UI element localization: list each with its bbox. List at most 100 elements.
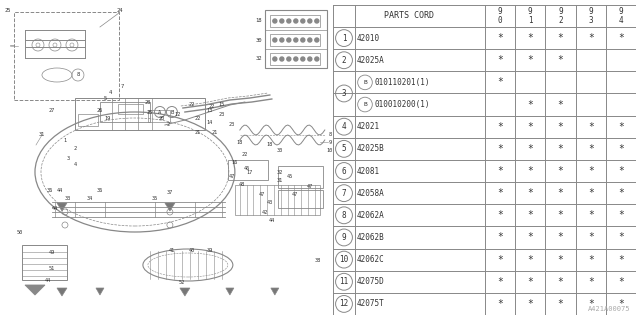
Text: 41: 41 bbox=[169, 247, 175, 252]
Text: *: * bbox=[497, 277, 503, 287]
Text: *: * bbox=[557, 255, 563, 265]
Text: 9
1: 9 1 bbox=[528, 7, 532, 25]
Text: 9: 9 bbox=[328, 140, 332, 145]
Text: *: * bbox=[557, 100, 563, 109]
Text: 42062A: 42062A bbox=[357, 211, 385, 220]
Text: 11: 11 bbox=[339, 277, 349, 286]
Text: *: * bbox=[618, 232, 624, 243]
Text: *: * bbox=[497, 77, 503, 87]
Text: 9
0: 9 0 bbox=[498, 7, 502, 25]
Text: 23: 23 bbox=[219, 113, 225, 117]
Text: *: * bbox=[588, 255, 594, 265]
Text: *: * bbox=[557, 144, 563, 154]
Text: 4: 4 bbox=[74, 163, 77, 167]
Bar bbox=[148, 110, 170, 122]
Text: 23: 23 bbox=[228, 123, 235, 127]
Circle shape bbox=[280, 38, 284, 42]
Text: 42025B: 42025B bbox=[357, 144, 385, 153]
Text: 33: 33 bbox=[65, 196, 71, 201]
Text: 47: 47 bbox=[259, 193, 265, 197]
Circle shape bbox=[287, 57, 291, 61]
Text: 5: 5 bbox=[103, 95, 107, 100]
Circle shape bbox=[315, 19, 319, 23]
Bar bbox=[278, 166, 323, 188]
Text: PARTS CORD: PARTS CORD bbox=[384, 12, 434, 20]
Text: 18: 18 bbox=[267, 142, 273, 148]
Circle shape bbox=[315, 38, 319, 42]
Text: 42062C: 42062C bbox=[357, 255, 385, 264]
Text: *: * bbox=[497, 299, 503, 309]
Circle shape bbox=[301, 19, 305, 23]
Bar bbox=[75, 98, 205, 130]
Text: 12: 12 bbox=[339, 300, 349, 308]
Text: *: * bbox=[588, 232, 594, 243]
Bar bbox=[100, 102, 150, 122]
Text: 42021: 42021 bbox=[357, 122, 380, 131]
Bar bbox=[22, 245, 67, 280]
Circle shape bbox=[301, 38, 305, 42]
Text: *: * bbox=[618, 255, 624, 265]
Polygon shape bbox=[180, 288, 190, 296]
Text: 42075D: 42075D bbox=[357, 277, 385, 286]
Text: *: * bbox=[497, 122, 503, 132]
Circle shape bbox=[280, 57, 284, 61]
Text: 3: 3 bbox=[67, 156, 70, 161]
Text: *: * bbox=[497, 144, 503, 154]
Text: *: * bbox=[527, 122, 533, 132]
Text: *: * bbox=[557, 210, 563, 220]
Text: 30: 30 bbox=[276, 148, 283, 153]
Text: *: * bbox=[557, 33, 563, 43]
Text: 42058A: 42058A bbox=[357, 189, 385, 198]
Text: *: * bbox=[527, 55, 533, 65]
Text: *: * bbox=[527, 33, 533, 43]
Text: 18: 18 bbox=[237, 140, 243, 145]
Text: A421A00075: A421A00075 bbox=[588, 306, 630, 312]
Text: 8: 8 bbox=[342, 211, 346, 220]
Text: 44: 44 bbox=[57, 188, 63, 193]
Text: *: * bbox=[557, 166, 563, 176]
Text: B: B bbox=[170, 109, 173, 115]
Text: 34: 34 bbox=[87, 196, 93, 201]
Text: *: * bbox=[527, 210, 533, 220]
Bar bbox=[270, 53, 320, 65]
Text: 22: 22 bbox=[189, 102, 195, 108]
Text: 47: 47 bbox=[307, 185, 313, 189]
Text: A: A bbox=[158, 109, 161, 115]
Bar bbox=[235, 185, 320, 215]
Circle shape bbox=[308, 38, 312, 42]
Text: 24: 24 bbox=[116, 9, 123, 13]
Circle shape bbox=[294, 19, 298, 23]
Text: *: * bbox=[618, 210, 624, 220]
Text: 14: 14 bbox=[207, 119, 213, 124]
Text: 8: 8 bbox=[328, 132, 332, 137]
Text: 9
3: 9 3 bbox=[588, 7, 593, 25]
Text: 52: 52 bbox=[179, 279, 185, 284]
Text: 15: 15 bbox=[219, 102, 225, 108]
Text: 2: 2 bbox=[342, 56, 346, 65]
Text: 36: 36 bbox=[97, 188, 103, 193]
Text: *: * bbox=[497, 232, 503, 243]
Text: 20: 20 bbox=[159, 116, 165, 121]
Circle shape bbox=[287, 38, 291, 42]
Text: *: * bbox=[588, 188, 594, 198]
Text: 36: 36 bbox=[47, 188, 53, 193]
Text: *: * bbox=[618, 144, 624, 154]
Text: 10: 10 bbox=[326, 148, 333, 153]
Text: B: B bbox=[363, 80, 367, 85]
Text: *: * bbox=[497, 188, 503, 198]
Text: *: * bbox=[557, 188, 563, 198]
Text: *: * bbox=[527, 299, 533, 309]
Text: 39: 39 bbox=[207, 247, 213, 252]
Text: *: * bbox=[557, 55, 563, 65]
Text: 13: 13 bbox=[207, 108, 213, 113]
Text: 32: 32 bbox=[255, 57, 262, 61]
Polygon shape bbox=[165, 203, 175, 211]
Text: *: * bbox=[588, 299, 594, 309]
Circle shape bbox=[301, 57, 305, 61]
Text: 19: 19 bbox=[105, 116, 111, 121]
Polygon shape bbox=[271, 288, 279, 295]
Text: 4: 4 bbox=[108, 90, 111, 94]
Text: 47: 47 bbox=[292, 193, 298, 197]
Text: *: * bbox=[497, 166, 503, 176]
Text: 48: 48 bbox=[239, 182, 245, 188]
